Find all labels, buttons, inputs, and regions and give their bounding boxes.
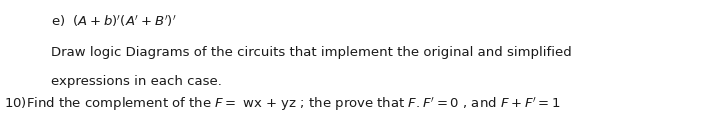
Text: 10)Find the complement of the $F = $ wx $ + $ yz ; the prove that $F.F' = 0$ , a: 10)Find the complement of the $F = $ wx …: [4, 94, 560, 112]
Text: e)  $(A + b)'(A' + B')'$: e) $(A + b)'(A' + B')'$: [51, 14, 177, 29]
Text: expressions in each case.: expressions in each case.: [51, 75, 222, 88]
Text: Draw logic Diagrams of the circuits that implement the original and simplified: Draw logic Diagrams of the circuits that…: [51, 46, 572, 59]
